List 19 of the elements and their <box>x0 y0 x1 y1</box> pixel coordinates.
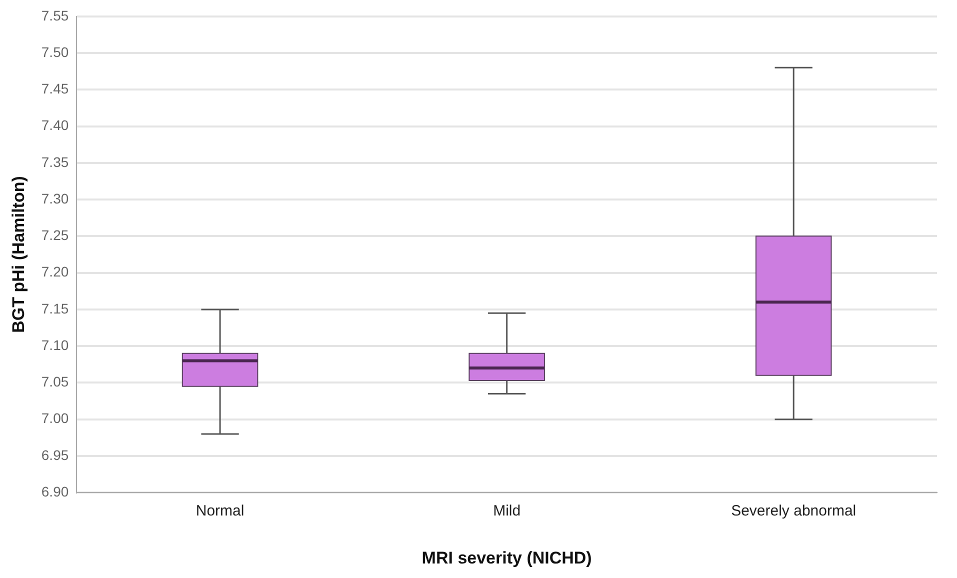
x-tick-label: Severely abnormal <box>731 502 856 520</box>
y-tick-label: 7.45 <box>41 80 69 97</box>
y-tick-label: 7.35 <box>41 154 69 170</box>
y-tick-label: 7.40 <box>41 117 69 134</box>
x-tick-label: Normal <box>196 502 244 520</box>
y-tick-label: 7.00 <box>41 410 69 426</box>
y-tick-label: 7.30 <box>41 190 69 206</box>
y-tick-label: 6.90 <box>41 483 69 500</box>
x-tick-label: Mild <box>493 502 521 520</box>
y-tick-label: 7.50 <box>41 44 69 60</box>
y-tick-label: 7.25 <box>41 227 69 244</box>
y-axis-title: BGT pHi (Hamilton) <box>8 176 28 333</box>
x-axis-title: MRI severity (NICHD) <box>422 548 592 568</box>
y-tick-label: 6.95 <box>41 446 69 463</box>
y-tick-label: 7.10 <box>41 336 69 353</box>
y-tick-label: 7.15 <box>41 300 69 316</box>
y-tick-label: 7.20 <box>41 264 69 280</box>
y-tick-label: 7.55 <box>41 7 69 24</box>
y-tick-label: 7.05 <box>41 374 69 390</box>
